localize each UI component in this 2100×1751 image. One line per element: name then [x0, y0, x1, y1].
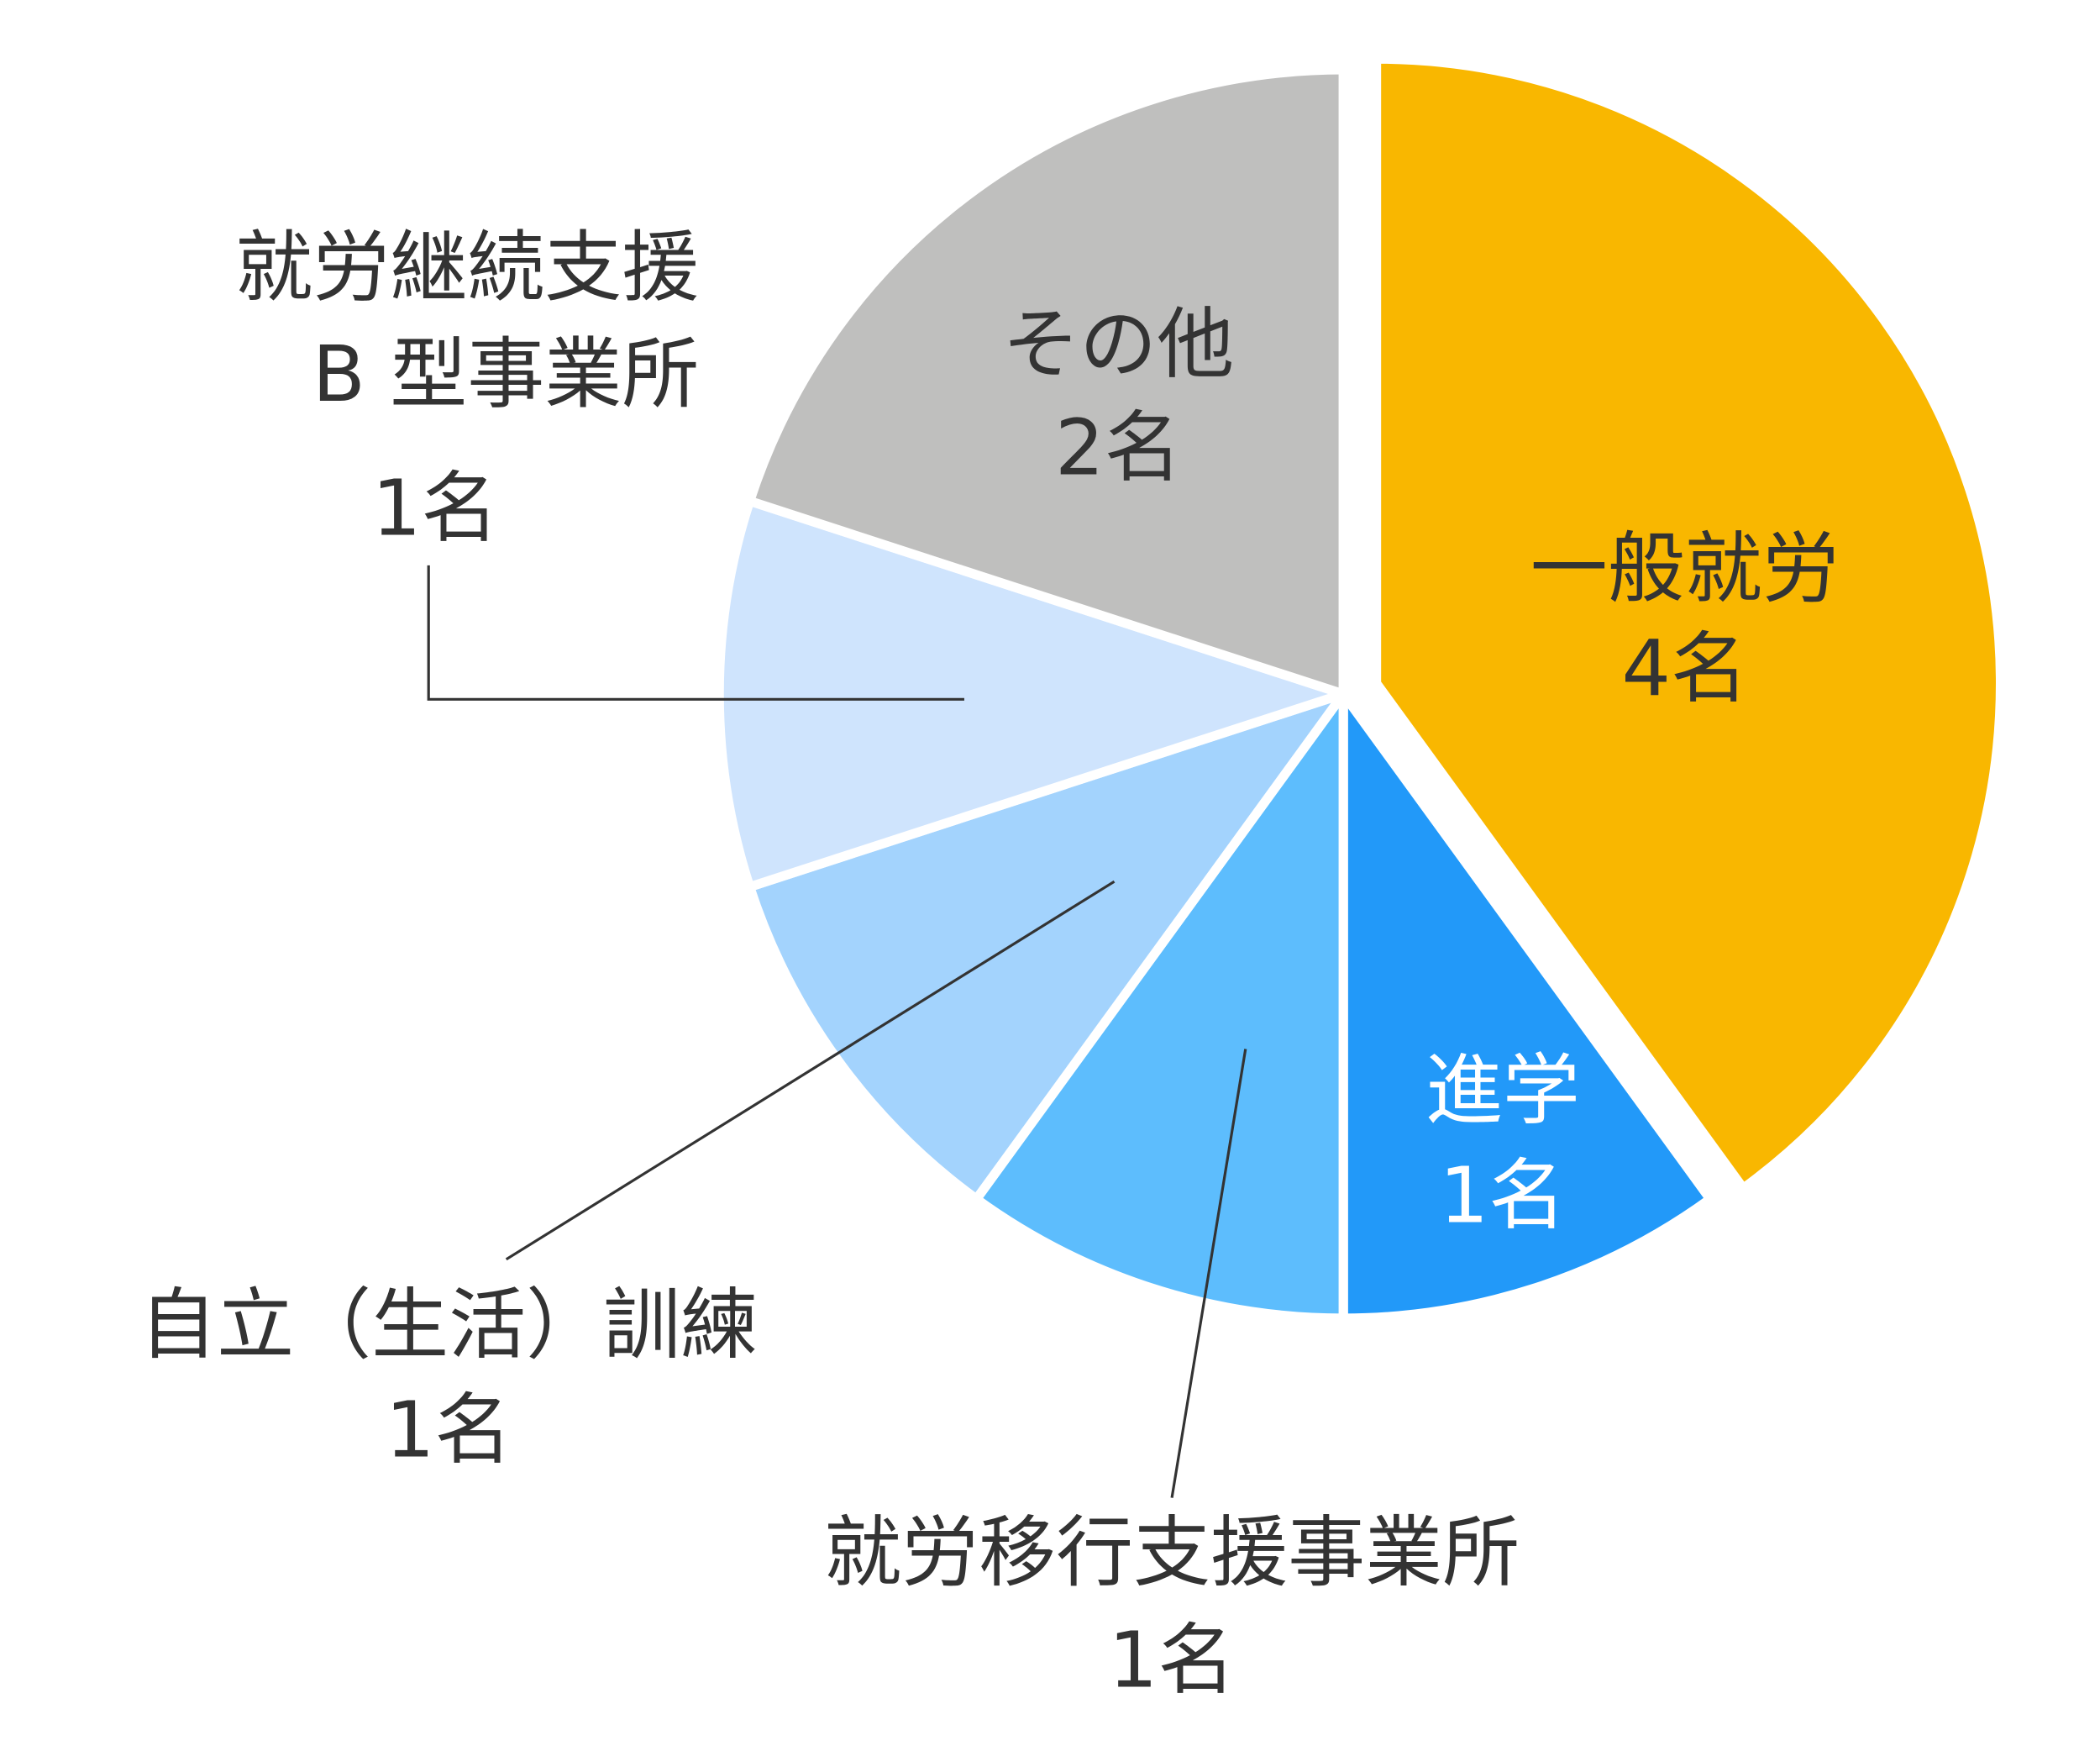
slice-label: 就労継続支援 B 型事業所 [235, 222, 700, 419]
slice-label: 2名 [1055, 402, 1182, 493]
slice-label: 1名 [385, 1385, 512, 1475]
leader-line [1170, 1049, 1247, 1498]
slice-label: 1名 [371, 463, 499, 554]
slice-label: 1名 [1108, 1615, 1236, 1706]
slice-label: 1名 [1439, 1150, 1567, 1241]
slice-label: 進学 [1425, 1045, 1580, 1136]
pie-slice [971, 689, 1348, 1323]
pie-slice [714, 496, 1348, 892]
pie-slice [744, 65, 1348, 699]
pie-slice [1372, 54, 2006, 1193]
leader-line [427, 565, 964, 701]
leader-line [505, 880, 1116, 1261]
pie-slice [744, 689, 1348, 1204]
slice-label: 一般就労 [1530, 523, 1840, 614]
slice-label: 自立（生活）訓練 [139, 1280, 759, 1370]
slice-label: 就労移行支援事業所 [824, 1508, 1520, 1599]
slice-label: その他 [1002, 299, 1235, 390]
pie-slice [1338, 689, 1715, 1323]
slice-label: 4名 [1621, 623, 1749, 714]
